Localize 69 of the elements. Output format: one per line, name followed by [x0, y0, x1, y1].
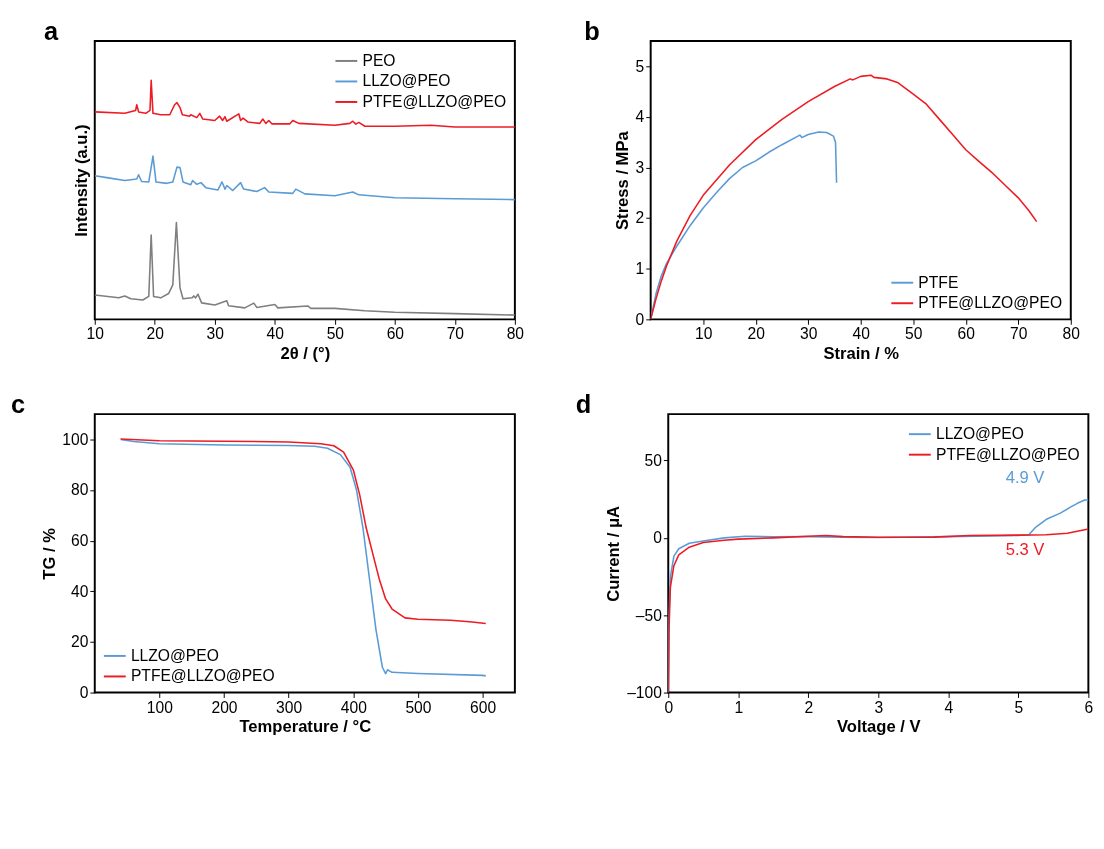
x-tick-label: 400: [340, 698, 368, 716]
x-tick-label: 200: [211, 698, 238, 716]
y-tick-label: 4: [635, 108, 645, 126]
legend-label: PTFE@LLZO@PEO: [918, 294, 1063, 312]
x-axis-title: Temperature / °C: [239, 717, 372, 737]
y-tick-label: 80: [71, 481, 89, 499]
x-tick-label: 3: [874, 698, 884, 716]
legend-label: LLZO@PEO: [935, 425, 1024, 443]
legend-label: LLZO@PEO: [130, 646, 219, 664]
y-tick-label: 0: [635, 310, 645, 328]
x-tick-label: 60: [386, 325, 405, 343]
x-tick-label: 1: [734, 698, 744, 716]
x-tick-label: 500: [405, 698, 432, 716]
y-axis-title: Stress / MPa: [612, 130, 632, 230]
x-tick-label: 10: [86, 325, 105, 343]
x-axis-title: Strain / %: [823, 343, 900, 363]
x-tick-label: 50: [905, 325, 923, 343]
chart-title: a: [43, 16, 59, 45]
y-tick-label: –50: [635, 606, 663, 624]
x-tick-label: 70: [446, 325, 465, 343]
x-tick-label: 20: [146, 325, 165, 343]
annotation: 4.9 V: [1005, 468, 1045, 488]
y-axis-title: TG / %: [39, 527, 59, 580]
legend-label: PEO: [362, 51, 396, 69]
legend-label: PTFE@LLZO@PEO: [130, 667, 275, 685]
legend-label: PTFE@LLZO@PEO: [362, 92, 507, 110]
y-tick-label: 3: [635, 158, 645, 176]
x-tick-label: 20: [747, 325, 766, 343]
y-tick-label: –100: [627, 683, 663, 701]
x-tick-label: 80: [506, 325, 525, 343]
x-tick-label: 5: [1014, 698, 1024, 716]
x-tick-label: 6: [1084, 698, 1094, 716]
x-tick-label: 10: [694, 325, 713, 343]
line-series: [119, 438, 487, 625]
chart-title: c: [11, 390, 26, 419]
y-tick-label: 60: [71, 532, 89, 550]
x-tick-label: 80: [1062, 325, 1081, 343]
x-tick-label: 30: [800, 325, 818, 343]
legend-label: PTFE@LLZO@PEO: [935, 445, 1080, 463]
x-tick-label: 70: [1010, 325, 1028, 343]
y-tick-label: 0: [79, 683, 89, 701]
y-tick-label: 5: [635, 57, 645, 75]
y-tick-label: 40: [71, 582, 89, 600]
chart-title: d: [575, 390, 592, 419]
y-tick-label: 1: [635, 260, 645, 278]
x-tick-label: 50: [326, 325, 345, 343]
y-tick-label: 20: [71, 633, 89, 651]
x-axis-title: Voltage / V: [837, 717, 921, 737]
y-tick-label: 100: [62, 430, 89, 448]
x-tick-label: 600: [470, 698, 497, 716]
annotation: 5.3 V: [1005, 540, 1045, 560]
x-tick-label: 30: [206, 325, 225, 343]
x-axis-title: 2θ / (°): [280, 343, 331, 363]
y-tick-label: 50: [644, 451, 663, 469]
x-tick-label: 60: [957, 325, 976, 343]
legend-label: PTFE: [918, 273, 959, 291]
y-tick-label: 2: [635, 209, 645, 227]
x-tick-label: 4: [944, 698, 954, 716]
x-tick-label: 40: [852, 325, 871, 343]
x-tick-label: 0: [664, 698, 674, 716]
x-tick-label: 40: [266, 325, 285, 343]
x-tick-label: 300: [276, 698, 303, 716]
y-axis-title: Intensity (a.u.): [72, 124, 92, 237]
y-axis-title: Current / μA: [604, 505, 624, 602]
chart-title: b: [584, 16, 600, 45]
x-tick-label: 2: [804, 698, 814, 716]
x-tick-label: 100: [146, 698, 174, 716]
y-tick-label: 0: [653, 529, 663, 547]
legend-label: LLZO@PEO: [362, 72, 451, 90]
